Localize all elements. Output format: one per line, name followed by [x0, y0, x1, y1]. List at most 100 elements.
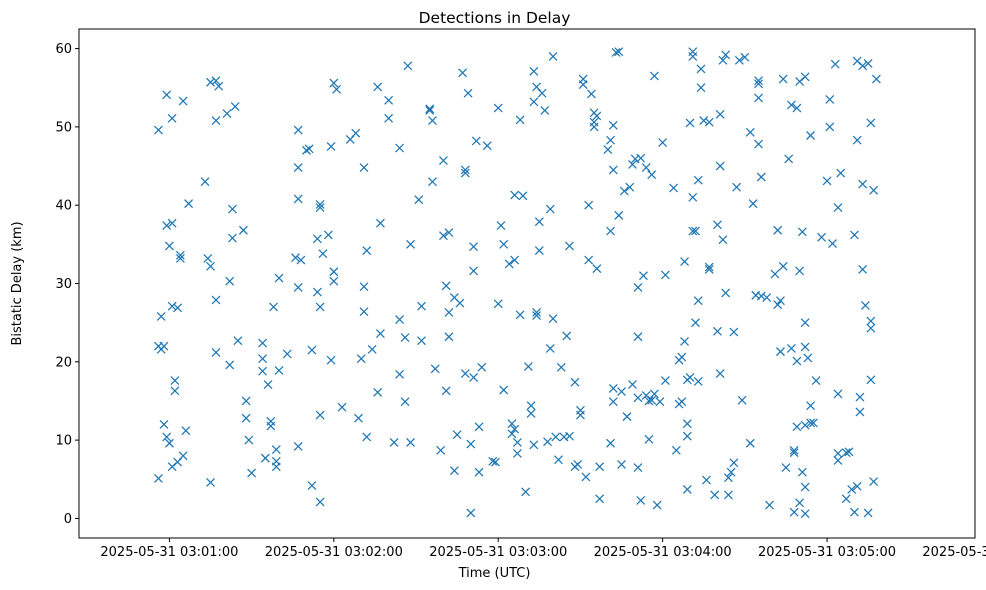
data-point	[395, 369, 405, 379]
data-point	[384, 95, 394, 105]
data-point	[307, 481, 317, 490]
data-point	[556, 362, 566, 372]
data-point	[677, 397, 687, 407]
data-point	[200, 177, 210, 187]
data-point	[617, 459, 626, 469]
data-point	[628, 160, 637, 169]
data-point	[449, 466, 459, 476]
data-point	[532, 311, 542, 321]
data-point	[482, 141, 492, 151]
data-point	[444, 332, 454, 342]
data-point	[452, 430, 462, 440]
data-point	[756, 291, 766, 301]
data-point	[471, 136, 481, 146]
data-point	[849, 507, 859, 517]
data-point	[154, 125, 163, 135]
data-point	[786, 344, 796, 353]
data-point	[438, 156, 448, 165]
data-point	[800, 342, 810, 352]
data-point	[548, 51, 558, 61]
data-point	[271, 445, 281, 454]
data-point	[493, 299, 503, 309]
data-point	[699, 116, 709, 126]
data-point	[852, 481, 862, 491]
data-point	[721, 288, 731, 298]
data-point	[740, 52, 750, 62]
data-point	[710, 490, 720, 500]
data-point	[362, 432, 372, 442]
data-point	[518, 191, 528, 201]
data-point	[203, 253, 213, 263]
data-point	[756, 172, 766, 182]
data-point	[833, 389, 843, 399]
data-point	[649, 389, 659, 399]
data-point	[734, 55, 744, 65]
data-point	[162, 221, 172, 230]
data-point	[315, 302, 325, 312]
data-point	[326, 355, 336, 365]
data-point	[869, 185, 879, 195]
data-point	[499, 239, 509, 249]
data-point	[469, 242, 479, 252]
data-point	[825, 95, 835, 104]
data-point	[296, 255, 306, 265]
data-point	[784, 154, 794, 164]
data-point	[373, 387, 383, 397]
data-point	[855, 407, 865, 417]
data-point	[573, 459, 583, 469]
data-point	[184, 199, 194, 209]
data-point	[803, 353, 813, 363]
data-point	[606, 438, 616, 448]
data-point	[776, 296, 785, 306]
data-point	[660, 376, 670, 386]
data-point	[329, 78, 339, 88]
data-point	[841, 448, 851, 458]
data-point	[825, 122, 835, 132]
data-point	[222, 109, 232, 119]
x-tick-label: 2025-05-31 03:06:00	[922, 545, 986, 560]
data-point	[855, 392, 865, 402]
data-point	[636, 153, 646, 163]
data-point	[274, 365, 284, 375]
data-point	[608, 383, 618, 393]
data-point	[677, 352, 687, 362]
data-point	[529, 440, 539, 450]
data-point	[729, 458, 739, 468]
data-point	[737, 395, 747, 405]
data-point	[723, 473, 733, 483]
data-point	[830, 59, 840, 69]
data-point	[726, 467, 736, 477]
data-point	[441, 281, 451, 291]
data-point	[545, 344, 555, 353]
data-point	[611, 48, 621, 57]
data-point	[156, 311, 166, 321]
data-point	[507, 419, 517, 429]
x-tick-label: 2025-05-31 03:03:00	[429, 545, 567, 560]
data-point	[493, 103, 503, 113]
data-point	[584, 200, 594, 210]
data-point	[682, 431, 692, 441]
data-point	[395, 143, 405, 153]
data-point	[359, 307, 369, 317]
data-point	[375, 329, 385, 339]
data-point	[655, 397, 665, 407]
data-point	[778, 261, 788, 271]
data-point	[649, 71, 659, 81]
data-point	[619, 186, 629, 196]
x-axis-label: Time (UTC)	[458, 566, 531, 581]
data-point	[765, 500, 774, 510]
data-point	[326, 142, 336, 151]
data-point	[211, 76, 221, 86]
data-point	[680, 337, 689, 346]
data-point	[789, 448, 799, 458]
data-point	[417, 301, 426, 311]
data-point	[425, 105, 435, 115]
data-point	[359, 163, 369, 173]
data-point	[606, 135, 616, 145]
data-point	[304, 144, 314, 154]
data-point	[206, 77, 215, 87]
data-point	[488, 456, 498, 466]
data-point	[792, 356, 802, 366]
data-point	[307, 345, 317, 355]
